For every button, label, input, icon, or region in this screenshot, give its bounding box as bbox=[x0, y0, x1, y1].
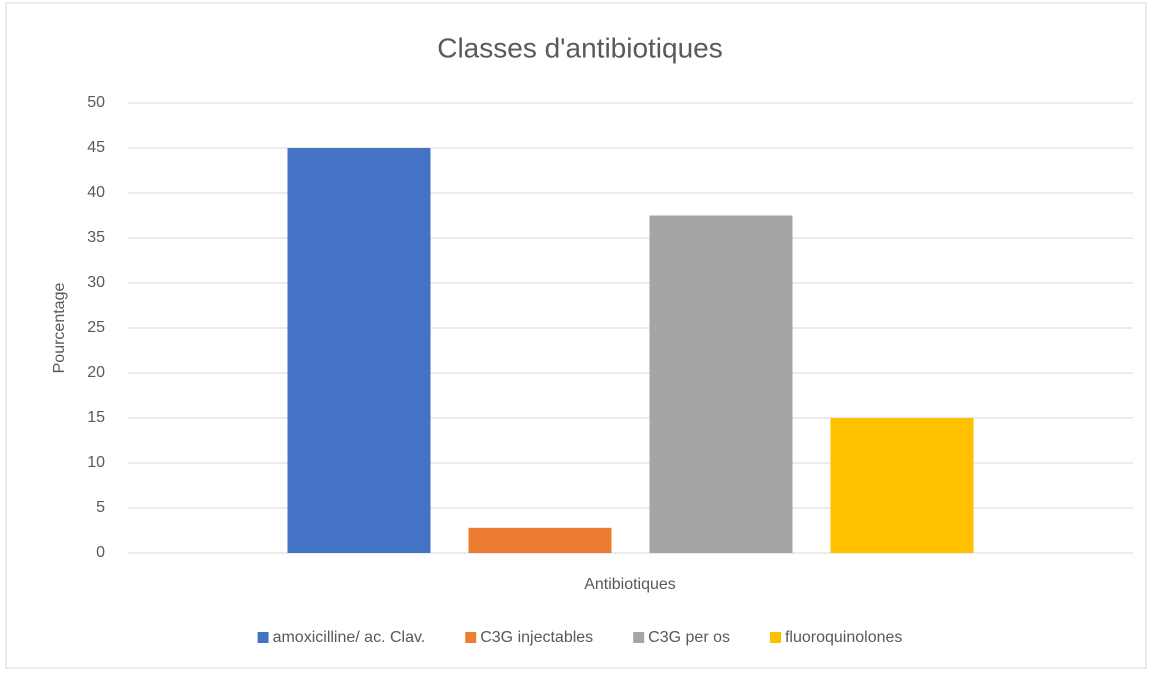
legend-label: fluoroquinolones bbox=[785, 629, 902, 646]
y-tick-label: 40 bbox=[87, 184, 105, 201]
legend-swatch bbox=[633, 632, 645, 643]
bar bbox=[287, 148, 431, 553]
bar bbox=[468, 527, 612, 553]
chart-title: Classes d'antibiotiques bbox=[437, 32, 723, 63]
legend-label: C3G injectables bbox=[480, 629, 593, 646]
y-tick-label: 20 bbox=[87, 364, 105, 381]
bar bbox=[830, 418, 974, 553]
legend-swatch bbox=[769, 632, 781, 643]
chart-border bbox=[5, 2, 1147, 669]
y-tick-label: 30 bbox=[87, 274, 105, 291]
bar bbox=[649, 215, 793, 553]
y-tick-label: 45 bbox=[87, 139, 105, 156]
legend-swatch bbox=[257, 632, 269, 643]
y-tick-label: 35 bbox=[87, 229, 105, 246]
y-tick-label: 25 bbox=[87, 319, 105, 336]
x-axis-label: Antibiotiques bbox=[584, 576, 676, 593]
y-tick-label: 0 bbox=[96, 544, 105, 561]
y-tick-label: 10 bbox=[87, 454, 105, 471]
y-tick-label: 15 bbox=[87, 409, 105, 426]
legend-label: amoxicilline/ ac. Clav. bbox=[273, 629, 426, 646]
legend-label: C3G per os bbox=[648, 629, 730, 646]
legend-swatch bbox=[465, 632, 477, 643]
y-tick-label: 5 bbox=[96, 499, 105, 516]
y-axis-label: Pourcentage bbox=[51, 283, 68, 374]
y-tick-label: 50 bbox=[87, 94, 105, 111]
